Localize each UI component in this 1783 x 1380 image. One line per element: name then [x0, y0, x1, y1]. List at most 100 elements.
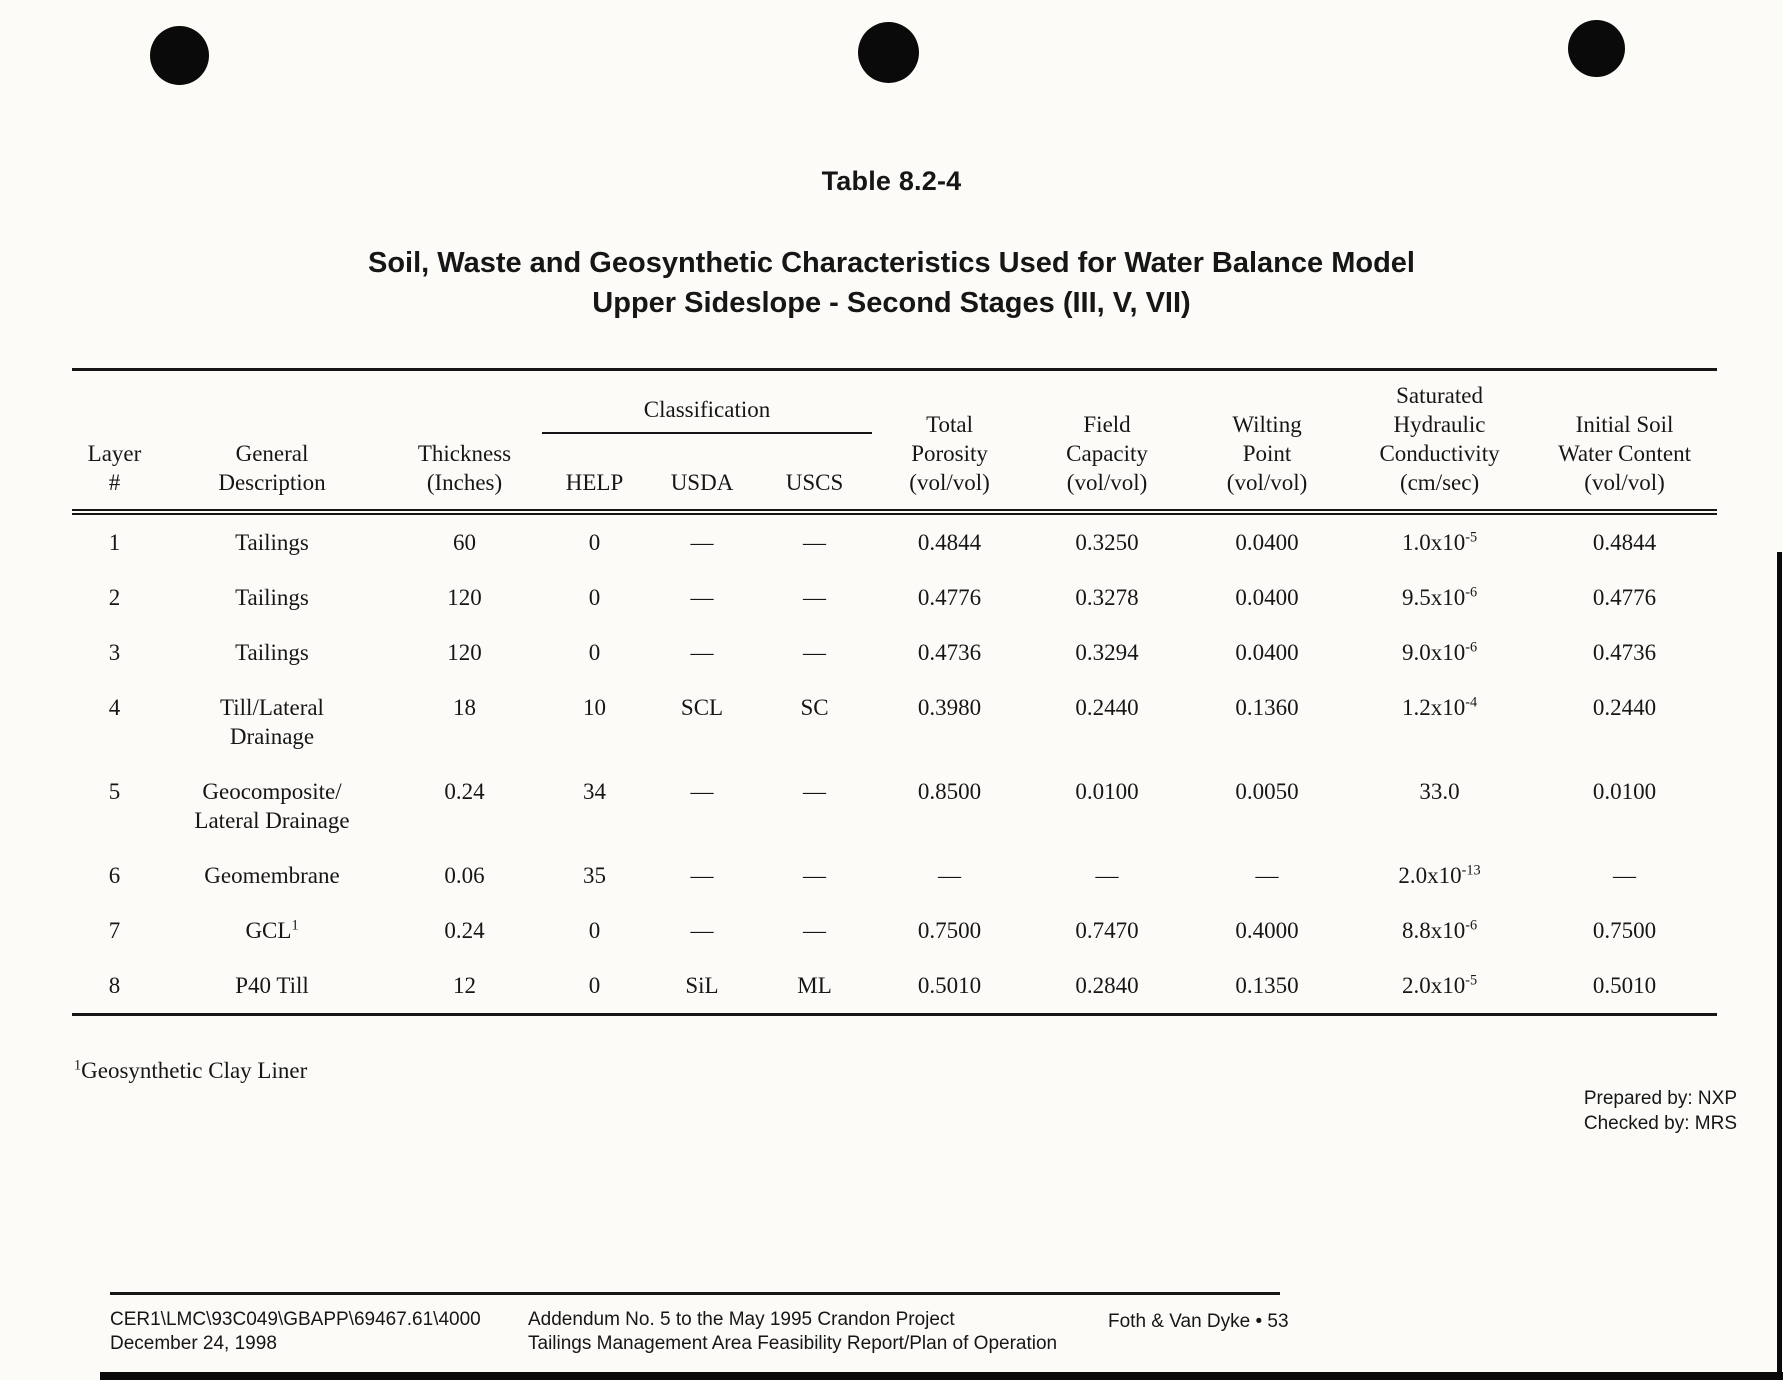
cell-porosity: 0.3980: [917, 695, 982, 720]
cell-water: —: [1613, 863, 1637, 888]
description-text: Tailings: [235, 530, 309, 555]
cell-usda: —: [690, 530, 714, 555]
cell-conductivity: 8.8x10-6: [1347, 903, 1532, 958]
cell-uscs: —: [803, 530, 827, 555]
cell-conductivity: 1.0x10-5: [1347, 512, 1532, 570]
cell-wilting: 0.1360: [1235, 695, 1299, 720]
signoff-block: Prepared by: NXP Checked by: MRS: [1584, 1086, 1737, 1136]
conductivity-exponent: -6: [1465, 917, 1478, 934]
cell-layer: 3: [108, 640, 121, 665]
cell-usda: SCL: [680, 695, 724, 720]
cell-water: 0.4844: [1592, 530, 1657, 555]
cell-conductivity: 1.2x10-4: [1347, 680, 1532, 764]
table-body: 1 Tailings 6 0 0 — — 0.4844 0.3250 0.0400…: [72, 512, 1718, 1015]
document-title: Soil, Waste and Geosynthetic Characteris…: [0, 243, 1783, 323]
description-text: Till/Lateral Drainage: [220, 695, 324, 749]
cell-water: 0.2440: [1592, 695, 1657, 720]
cell-description: Tailings: [157, 570, 387, 625]
cell-usda: —: [690, 779, 714, 804]
table-header: Layer # General Description Thickness (I…: [72, 369, 1718, 512]
footer-addendum: Addendum No. 5 to the May 1995 Crandon P…: [528, 1309, 955, 1330]
table-row: 5 Geocomposite/ Lateral Drainage 0.24 34…: [72, 764, 1717, 848]
cell-wilting: 0.0400: [1235, 530, 1299, 555]
checked-by: Checked by: MRS: [1583, 1113, 1737, 1134]
cell-conductivity: 2.0x10-5: [1347, 958, 1532, 1015]
cell-help: 35: [583, 863, 606, 888]
col-header-help: HELP: [565, 470, 624, 495]
cell-porosity: 0.7500: [917, 918, 982, 943]
cell-layer: 4: [108, 695, 121, 720]
conductivity-base: 1.2x10: [1401, 695, 1466, 720]
cell-wilting: 0.0400: [1235, 640, 1299, 665]
cell-thickness: 0.24: [444, 779, 485, 804]
description-text: P40 Till: [235, 973, 309, 998]
cell-description: Geocomposite/ Lateral Drainage: [157, 764, 387, 848]
scan-artifact-right: [1777, 552, 1782, 1374]
footnote-marker: 1: [291, 917, 299, 934]
conductivity-base: 9.0x10: [1401, 640, 1466, 665]
cell-wilting: —: [1255, 863, 1279, 888]
cell-uscs: —: [803, 918, 827, 943]
description-text: Geocomposite/ Lateral Drainage: [194, 779, 350, 833]
characteristics-table: Layer # General Description Thickness (I…: [72, 368, 1718, 1016]
conductivity-exponent: -5: [1465, 972, 1478, 989]
cell-help: 0: [588, 585, 601, 610]
table-number: Table 8.2-4: [821, 166, 962, 196]
conductivity-base: 33.0: [1419, 779, 1460, 804]
cell-porosity: 0.8500: [917, 779, 982, 804]
cell-water: 0.4736: [1592, 640, 1657, 665]
col-group-classification: Classification: [542, 369, 873, 435]
col-header-thickness: Thickness (Inches): [417, 441, 512, 495]
cell-thickness: 12: [453, 973, 476, 998]
hole-punch-center: [858, 22, 919, 83]
cell-capacity: 0.7470: [1075, 918, 1139, 943]
cell-help: 0: [588, 640, 601, 665]
col-header-water: Initial Soil Water Content (vol/vol): [1558, 412, 1691, 495]
cell-layer: 8: [108, 973, 121, 998]
hole-punch-right: [1568, 20, 1625, 77]
footer-date: December 24, 1998: [110, 1333, 277, 1354]
conductivity-base: 8.8x10: [1401, 918, 1466, 943]
conductivity-base: 1.0x10: [1401, 530, 1466, 555]
document-title-line1: Soil, Waste and Geosynthetic Characteris…: [368, 247, 1415, 279]
table-row: 4 Till/Lateral Drainage 18 10 SCL SC 0.3…: [72, 680, 1717, 764]
conductivity-base: 2.0x10: [1401, 973, 1466, 998]
cell-wilting: 0.1350: [1235, 973, 1299, 998]
cell-uscs: —: [803, 779, 827, 804]
document-title-line2: Upper Sideslope - Second Stages (III, V,…: [592, 287, 1191, 320]
footnote: 1Geosynthetic Clay Liner: [74, 1058, 307, 1084]
col-header-usda: USDA: [670, 470, 734, 495]
footer-report: Tailings Management Area Feasibility Rep…: [528, 1333, 1058, 1354]
description-text: Geomembrane: [204, 863, 340, 888]
hole-punch-left: [150, 26, 209, 85]
cell-uscs: ML: [797, 973, 832, 998]
footer-doc-ref: CER1\LMC\93C049\GBAPP\69467.61\4000: [110, 1309, 481, 1330]
header-row-main: Layer # General Description Thickness (I…: [72, 369, 1717, 495]
cell-description: Tailings: [157, 625, 387, 680]
col-header-conductivity: Saturated Hydraulic Conductivity (cm/sec…: [1379, 383, 1500, 495]
cell-help: 0: [588, 973, 601, 998]
footer-page-number: Foth & Van Dyke • 53: [1108, 1311, 1289, 1332]
cell-thickness: 120: [447, 585, 482, 610]
cell-layer: 7: [108, 918, 121, 943]
cell-usda: —: [690, 640, 714, 665]
cell-capacity: —: [1095, 863, 1119, 888]
footnote-sup: 1: [74, 1057, 82, 1074]
col-header-porosity: Total Porosity (vol/vol): [909, 412, 990, 495]
data-table-container: Layer # General Description Thickness (I…: [72, 368, 1718, 1016]
footer-left: CER1\LMC\93C049\GBAPP\69467.61\4000 Dece…: [110, 1308, 481, 1356]
description-text: Tailings: [235, 640, 309, 665]
cell-description: Tailings: [157, 512, 387, 570]
cell-thickness: 120: [447, 640, 482, 665]
cell-capacity: 0.2440: [1075, 695, 1139, 720]
cell-layer: 6: [108, 863, 121, 888]
cell-conductivity: 9.5x10-6: [1347, 570, 1532, 625]
cell-porosity: 0.4736: [917, 640, 982, 665]
col-header-description: General Description: [218, 441, 326, 495]
table-row: 1 Tailings 60 0 — — 0.4844 0.3250 0.0400…: [72, 512, 1717, 570]
cell-usda: SiL: [685, 973, 719, 998]
cell-capacity: 0.3250: [1075, 530, 1139, 555]
cell-usda: —: [690, 585, 714, 610]
cell-porosity: 0.5010: [917, 973, 982, 998]
cell-porosity: 0.4776: [917, 585, 982, 610]
